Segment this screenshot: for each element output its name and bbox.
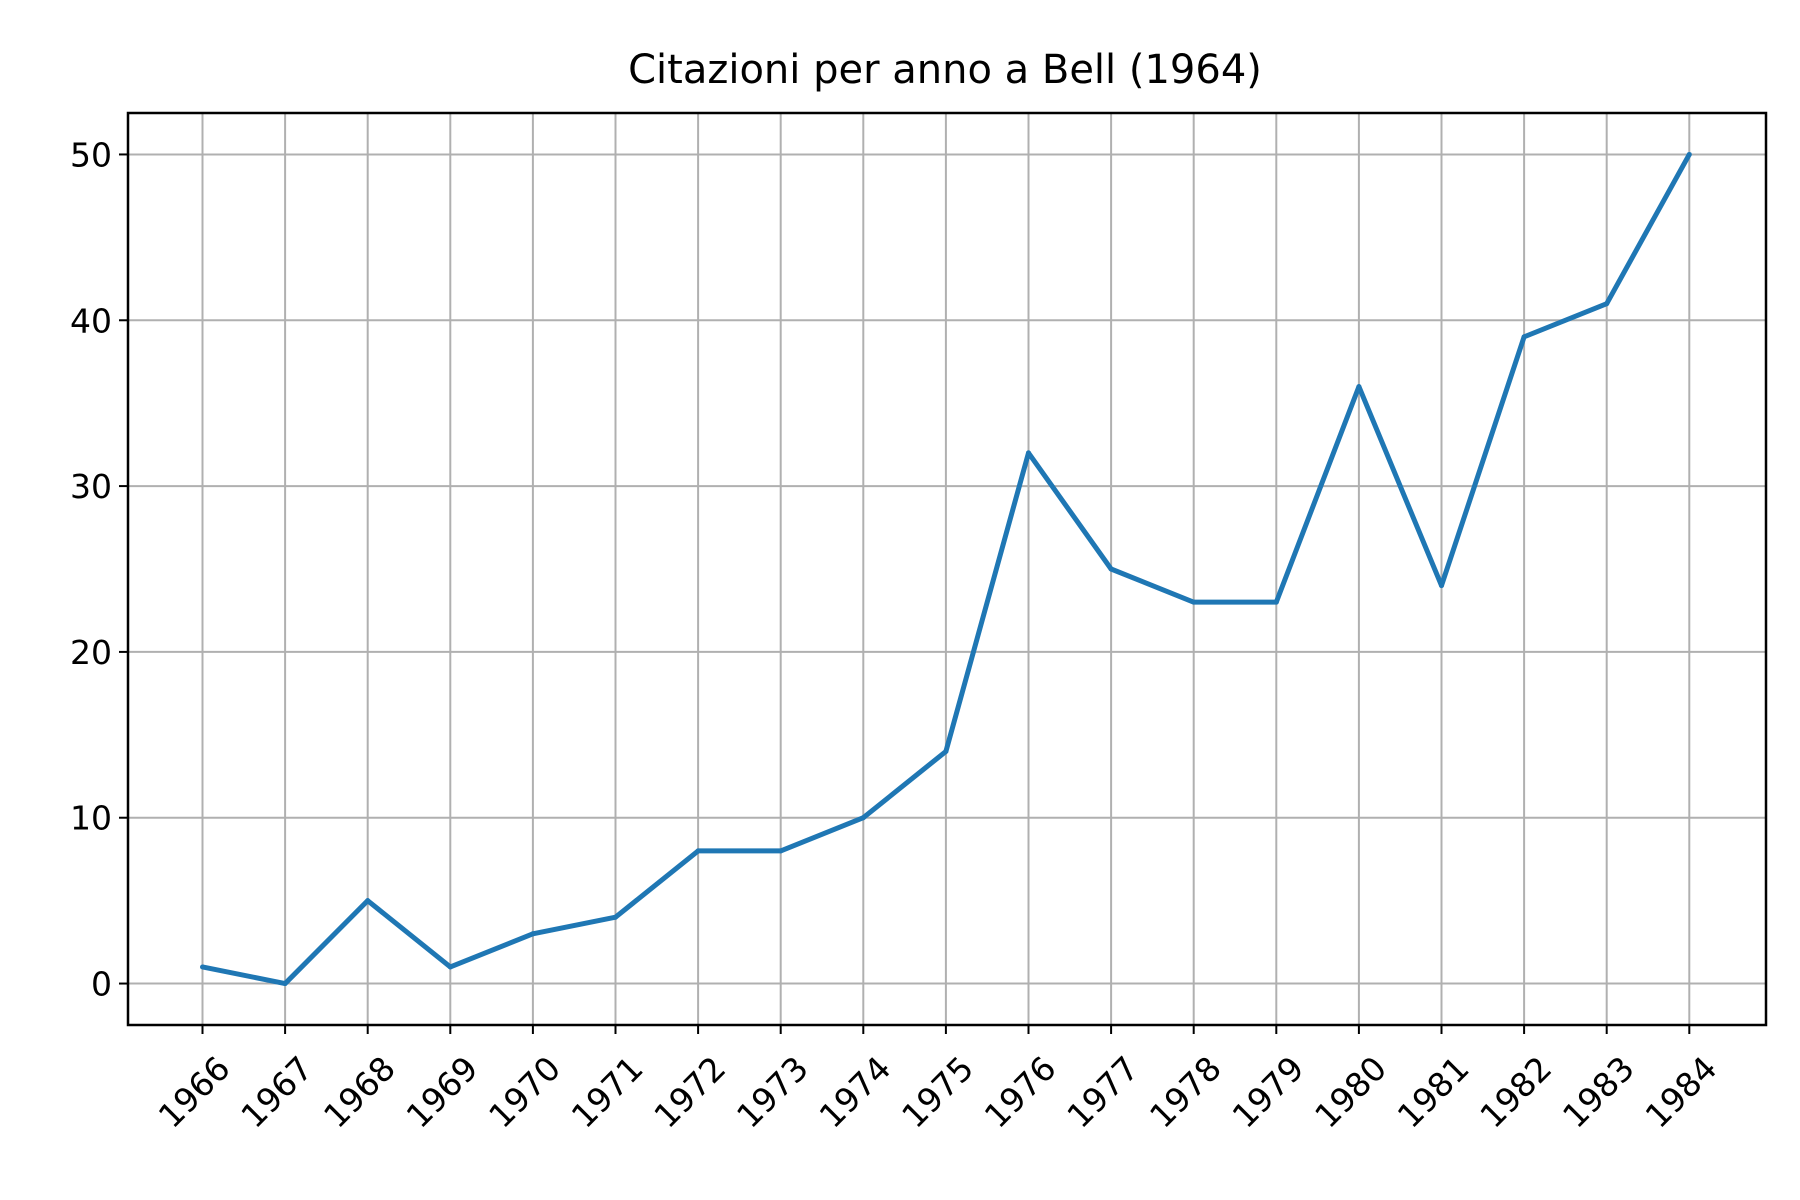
series-layer <box>200 151 1692 987</box>
y-tick-label: 40 <box>70 301 112 340</box>
data-point <box>1521 334 1527 340</box>
data-point <box>1273 599 1279 605</box>
data-point <box>282 981 288 987</box>
data-point <box>1356 384 1362 390</box>
data-point <box>1439 583 1444 589</box>
chart-title: Citazioni per anno a Bell (1964) <box>628 47 1262 93</box>
data-point <box>943 748 949 754</box>
data-point <box>778 848 784 854</box>
data-point <box>1686 151 1692 157</box>
data-point <box>1108 566 1114 572</box>
y-tick-label: 20 <box>70 633 112 672</box>
y-tick-label: 0 <box>91 965 112 1004</box>
grid <box>128 113 1766 1025</box>
y-tick-label: 10 <box>70 799 112 838</box>
data-point <box>1604 301 1610 307</box>
data-point <box>365 898 371 904</box>
data-point <box>1026 450 1031 456</box>
data-point <box>1191 599 1197 605</box>
y-tick-label: 30 <box>70 467 112 506</box>
data-point <box>695 848 701 854</box>
data-point <box>530 931 536 937</box>
y-tick-label: 50 <box>70 135 112 174</box>
data-point <box>447 964 453 970</box>
data-point <box>860 815 866 821</box>
plot-area-frame <box>126 111 1768 1027</box>
data-point <box>613 914 618 920</box>
data-point <box>200 964 205 970</box>
